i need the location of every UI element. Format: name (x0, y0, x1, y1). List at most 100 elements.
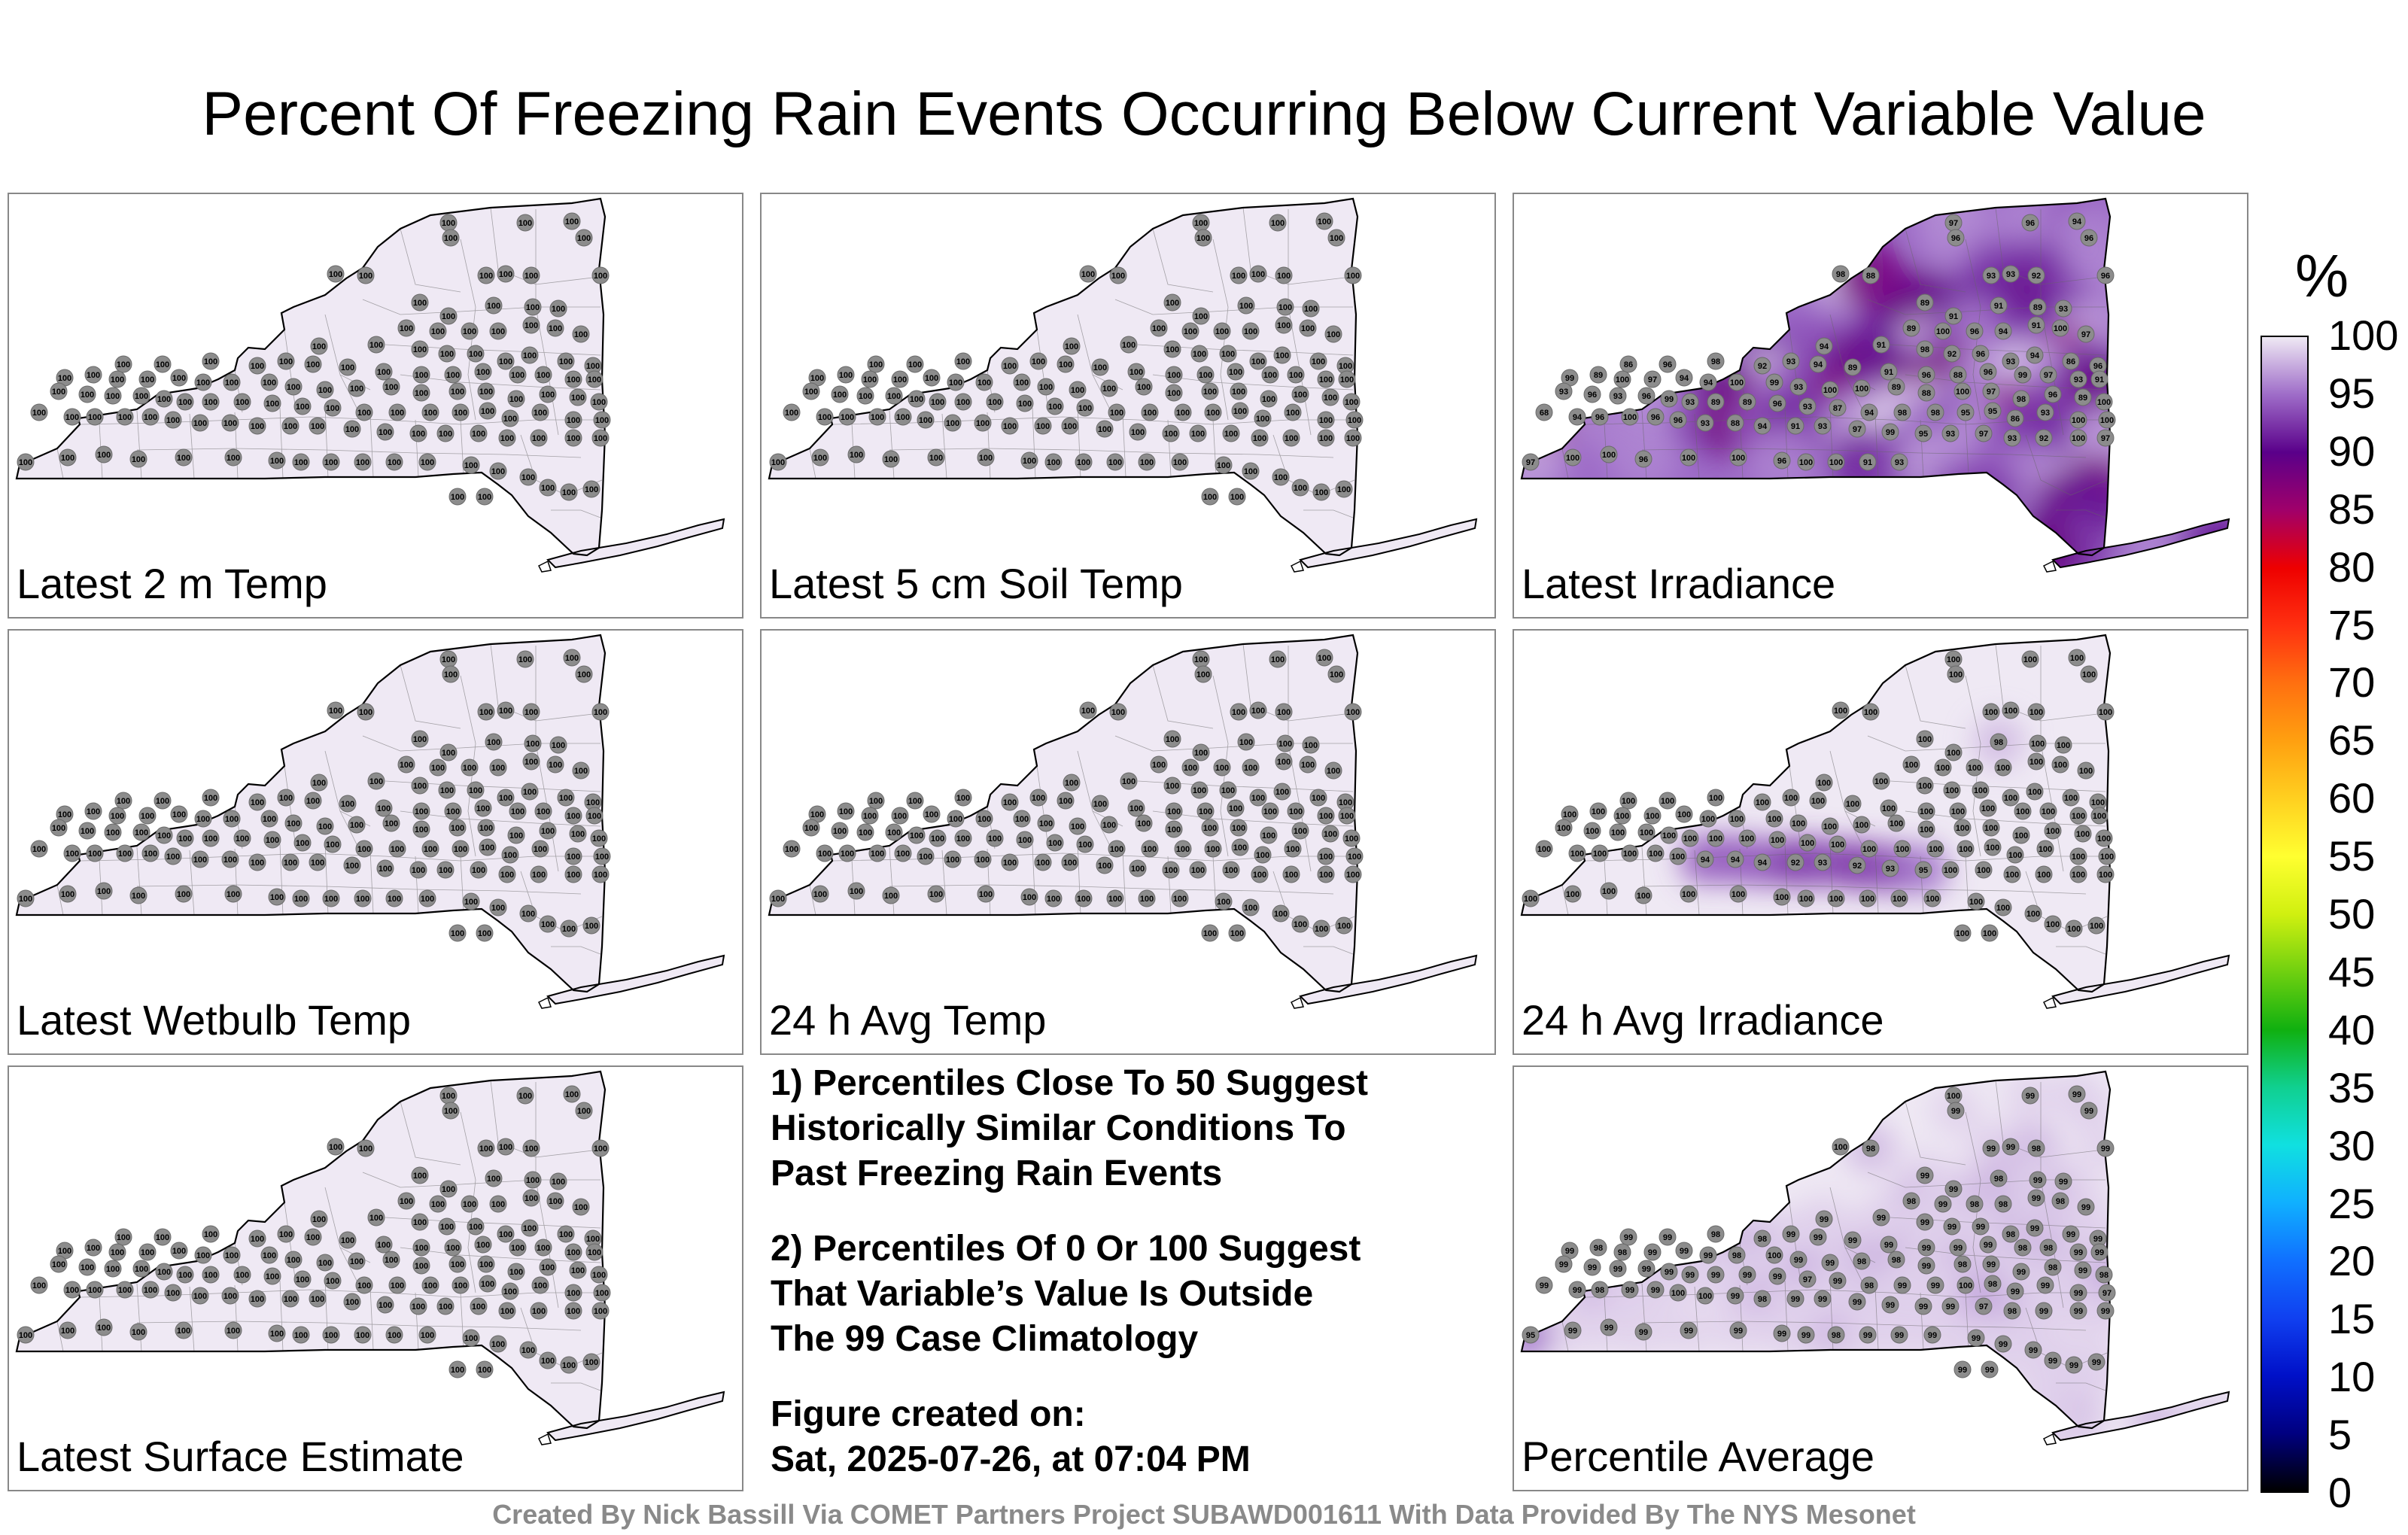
station-marker: 100 (176, 393, 194, 411)
station-marker: 100 (539, 479, 557, 497)
station-value: 100 (1023, 893, 1036, 902)
station-value: 93 (1701, 419, 1710, 428)
station-value: 100 (1893, 895, 1906, 904)
station-value: 100 (1312, 794, 1325, 803)
station-marker: 100 (155, 390, 173, 408)
station-marker: 100 (104, 823, 122, 841)
station-marker: 100 (1242, 898, 1260, 916)
station-value: 100 (567, 853, 580, 862)
station-value: 100 (144, 1286, 157, 1295)
station-marker: 100 (837, 366, 855, 384)
station-value: 100 (2029, 758, 2043, 767)
station-value: 99 (1895, 1331, 1904, 1340)
station-marker: 100 (2003, 865, 2021, 883)
station-value: 97 (1979, 430, 1988, 439)
colorbar-tick-label: 30 (2328, 1121, 2376, 1169)
station-marker: 100 (485, 296, 503, 315)
station-value: 100 (157, 395, 171, 404)
station-value: 98 (1595, 1286, 1604, 1295)
station-value: 100 (1102, 821, 1116, 830)
station-value: 100 (931, 834, 944, 843)
station-value: 100 (451, 388, 464, 397)
station-value: 100 (412, 1302, 425, 1312)
station-marker: 100 (591, 1139, 610, 1157)
station-marker: 100 (451, 403, 470, 421)
station-value: 100 (1801, 839, 1814, 848)
station-marker: 100 (1063, 337, 1081, 355)
station-value: 100 (204, 1230, 217, 1239)
station-marker: 100 (411, 730, 429, 748)
station-value: 100 (1047, 895, 1060, 904)
station-marker: 100 (2035, 865, 2053, 883)
station-marker: 100 (2021, 650, 2039, 668)
station-value: 100 (157, 1268, 171, 1277)
station-marker: 100 (116, 844, 134, 862)
station-marker: 100 (1327, 665, 1345, 683)
station-value: 100 (1319, 375, 1333, 385)
station-marker: 100 (221, 414, 239, 432)
station-value: 100 (571, 1266, 585, 1275)
station-value: 100 (2042, 807, 2055, 816)
station-value: 100 (1108, 895, 1122, 904)
colorbar-tick-label: 50 (2328, 890, 2376, 938)
station-value: 100 (464, 461, 478, 470)
station-value: 100 (526, 740, 540, 749)
station-value: 100 (884, 892, 898, 901)
station-value: 97 (1526, 458, 1535, 467)
long-island-outline (546, 1391, 725, 1442)
station-value: 94 (2030, 351, 2040, 360)
station-value: 100 (388, 458, 401, 467)
station-marker: 92 (1943, 345, 1961, 363)
station-marker: 100 (1275, 703, 1293, 721)
station-value: 100 (1221, 350, 1235, 359)
station-marker: 91 (2090, 370, 2109, 388)
station-value: 100 (893, 375, 907, 385)
station-value: 100 (1065, 342, 1078, 351)
station-marker: 89 (2074, 388, 2092, 406)
station-marker: 93 (1782, 352, 1800, 370)
station-value: 100 (1682, 454, 1695, 463)
station-value: 100 (1015, 815, 1029, 824)
station-marker: 93 (1798, 397, 1817, 415)
station-marker: 100 (476, 924, 494, 942)
station-value: 100 (478, 929, 491, 938)
station-value: 93 (1686, 398, 1695, 407)
station-value: 100 (1131, 428, 1145, 437)
station-marker: 100 (309, 853, 327, 871)
station-value: 100 (446, 1244, 460, 1253)
station-marker: 100 (476, 1360, 494, 1378)
station-marker: 100 (1342, 393, 1361, 411)
station-marker: 100 (1797, 889, 1815, 907)
station-marker: 99 (1637, 1260, 1655, 1278)
station-marker: 100 (564, 847, 582, 865)
station-marker: 100 (908, 826, 926, 844)
station-value: 100 (58, 374, 71, 383)
station-marker: 100 (1827, 889, 1845, 907)
station-marker: 100 (1129, 423, 1147, 441)
station-value: 99 (1613, 1265, 1622, 1274)
station-value: 100 (2072, 416, 2085, 425)
station-value: 86 (2011, 415, 2020, 424)
station-marker: 100 (1171, 453, 1189, 471)
colorbar-tick-label: 60 (2328, 774, 2376, 822)
station-marker: 100 (1001, 853, 1019, 871)
station-value: 100 (204, 398, 217, 407)
station-marker: 99 (1609, 1260, 1627, 1278)
station-value: 100 (1048, 839, 1062, 848)
station-value: 100 (1263, 371, 1277, 380)
station-value: 96 (1674, 416, 1683, 425)
station-value: 100 (565, 217, 579, 226)
station-marker: 96 (1966, 322, 1984, 340)
station-value: 100 (1920, 807, 1933, 816)
station-marker: 99 (2027, 1189, 2045, 1207)
station-marker: 100 (582, 480, 600, 498)
station-marker: 99 (1568, 1281, 1586, 1299)
station-value: 100 (1741, 834, 1754, 843)
station-marker: 98 (1707, 1225, 1725, 1243)
station-marker: 100 (1317, 429, 1335, 447)
station-marker: 100 (138, 370, 157, 388)
station-marker: 100 (1228, 488, 1246, 506)
station-value: 100 (463, 327, 476, 336)
station-value: 100 (1294, 484, 1307, 493)
station-marker: 100 (439, 1087, 458, 1105)
